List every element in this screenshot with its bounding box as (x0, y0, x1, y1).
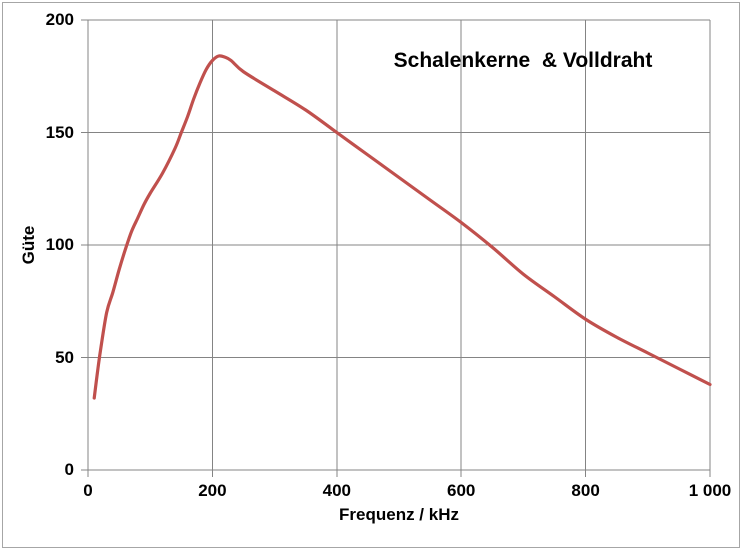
x-tick-label: 0 (83, 481, 93, 500)
y-tick-label: 200 (45, 10, 74, 29)
gridlines (87, 19, 711, 471)
y-tick-label: 0 (64, 460, 74, 479)
axis-tick-marks (81, 19, 711, 477)
x-axis-title: Frequenz / kHz (339, 505, 459, 524)
x-tick-label: 800 (571, 481, 600, 500)
y-tick-label: 50 (55, 347, 74, 367)
x-tick-label: 1 000 (688, 481, 732, 500)
chart-title: Schalenkerne & Volldraht (393, 49, 653, 72)
x-tick-label: 200 (198, 481, 227, 500)
data-series-line (92, 54, 712, 400)
y-tick-label: 150 (45, 122, 74, 142)
x-tick-label: 600 (447, 481, 476, 500)
x-tick-label: 400 (322, 481, 351, 500)
y-tick-label: 100 (45, 235, 74, 254)
